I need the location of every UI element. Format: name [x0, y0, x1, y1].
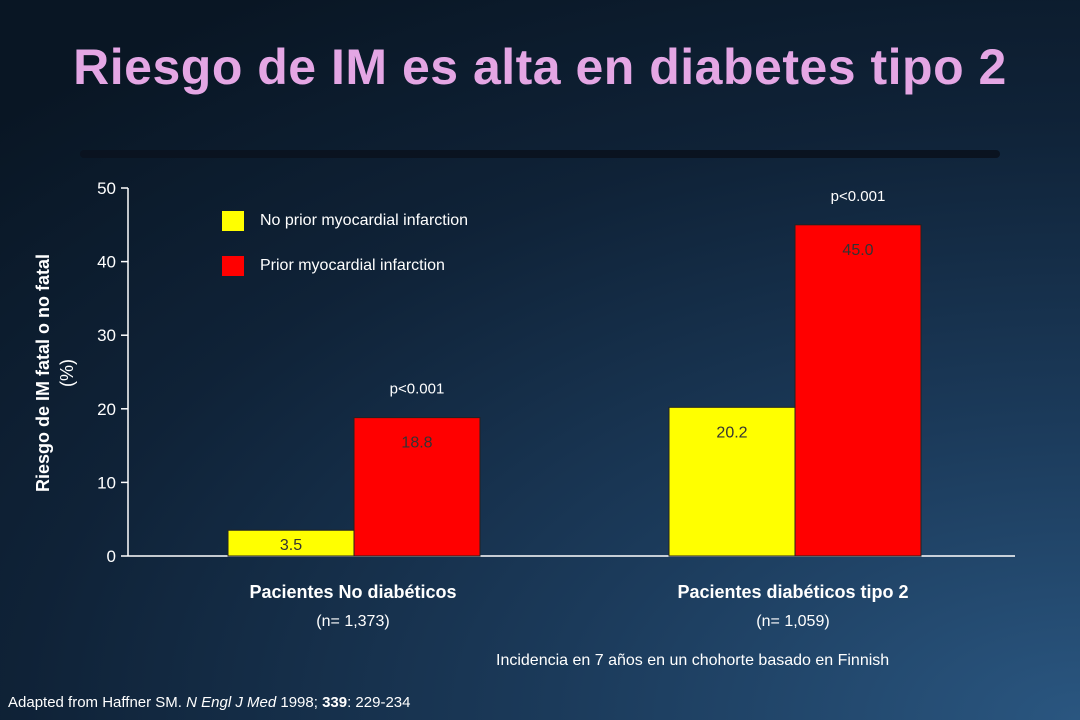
- y-tick-label: 10: [97, 473, 116, 492]
- category-name: Pacientes No diabéticos: [249, 582, 457, 602]
- bar-value-label: 45.0: [842, 242, 873, 259]
- bar-value-label: 18.8: [401, 435, 432, 452]
- citation-text: Adapted from Haffner SM.: [8, 694, 187, 711]
- citation-volume: 339: [322, 694, 348, 711]
- category-label-diabetic: Pacientes diabéticos tipo 2 (n= 1,059): [613, 582, 973, 631]
- citation-year: 1998;: [276, 694, 323, 711]
- bar-no-prior-mi: [227, 529, 355, 557]
- y-axis-unit: (%): [57, 359, 77, 387]
- bar-prior-mi: [353, 417, 481, 557]
- y-tick-label: 40: [97, 253, 116, 272]
- source-citation: Adapted from Haffner SM. N Engl J Med 19…: [8, 694, 410, 711]
- title-divider: [80, 150, 1000, 158]
- citation-pages: : 229-234: [347, 694, 411, 711]
- p-value-label: p<0.001: [390, 381, 445, 398]
- category-sample-size: (n= 1,373): [316, 613, 390, 630]
- legend-label: No prior myocardial infarction: [260, 212, 469, 229]
- legend-item-prior-mi: Prior myocardial infarction: [222, 255, 445, 277]
- legend-swatch-red: [222, 256, 244, 276]
- y-tick-label: 50: [97, 179, 116, 198]
- bar-value-label: 3.5: [280, 537, 302, 554]
- slide-title: Riesgo de IM es alta en diabetes tipo 2: [73, 39, 1007, 95]
- legend-item-no-prior-mi: No prior myocardial infarction: [222, 210, 468, 232]
- footnote: Incidencia en 7 años en un chohorte basa…: [496, 652, 890, 669]
- y-tick-label: 20: [97, 400, 116, 419]
- y-axis-title: Riesgo de IM fatal o no fatal: [33, 253, 53, 493]
- citation-journal: N Engl J Med: [186, 694, 277, 711]
- category-name: Pacientes diabéticos tipo 2: [677, 582, 909, 602]
- bar-no-prior-mi: [668, 406, 796, 557]
- bar-value-label: 20.2: [716, 424, 747, 441]
- category-label-non-diabetic: Pacientes No diabéticos (n= 1,373): [173, 582, 533, 631]
- category-sample-size: (n= 1,059): [756, 613, 830, 630]
- p-value-label: p<0.001: [831, 188, 886, 205]
- legend-label: Prior myocardial infarction: [260, 257, 445, 274]
- legend-swatch-yellow: [222, 211, 244, 231]
- y-tick-label: 0: [107, 547, 116, 566]
- y-tick-label: 30: [97, 326, 116, 345]
- bar-prior-mi: [794, 224, 922, 557]
